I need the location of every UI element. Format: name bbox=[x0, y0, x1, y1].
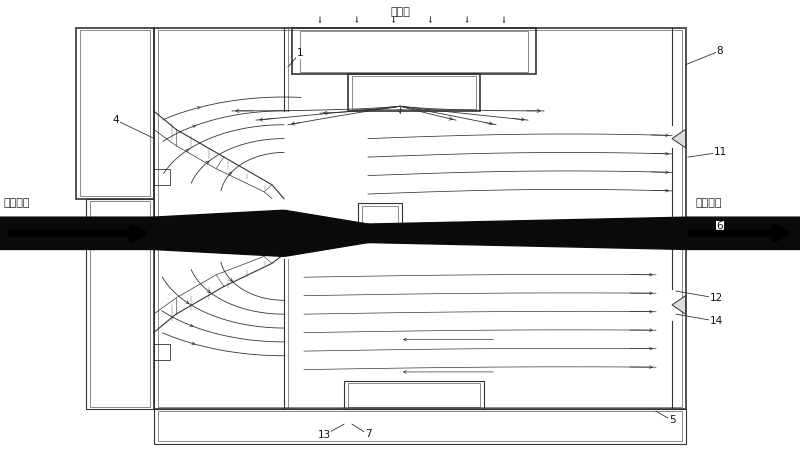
Bar bbox=[154, 169, 170, 185]
Bar bbox=[362, 206, 398, 231]
Bar bbox=[158, 30, 682, 407]
Bar bbox=[76, 28, 154, 199]
Bar bbox=[154, 344, 170, 360]
Text: 6: 6 bbox=[717, 221, 723, 231]
Bar bbox=[80, 30, 150, 196]
Bar bbox=[90, 201, 150, 407]
Text: 入风口: 入风口 bbox=[4, 224, 24, 234]
Text: 5: 5 bbox=[669, 415, 675, 426]
Bar bbox=[348, 74, 480, 111]
Text: 布料出口: 布料出口 bbox=[696, 198, 722, 208]
Text: 12: 12 bbox=[710, 293, 722, 303]
Text: 7: 7 bbox=[365, 429, 371, 439]
Text: 4: 4 bbox=[113, 115, 119, 125]
Bar bbox=[300, 31, 528, 72]
Bar bbox=[154, 409, 686, 444]
Text: 1: 1 bbox=[297, 48, 303, 58]
Bar bbox=[154, 28, 686, 409]
Bar bbox=[680, 222, 686, 226]
Bar bbox=[348, 383, 480, 407]
Bar bbox=[352, 76, 476, 109]
Polygon shape bbox=[672, 129, 686, 148]
Bar bbox=[344, 381, 484, 409]
Bar bbox=[292, 28, 536, 74]
Text: 13: 13 bbox=[318, 430, 330, 440]
Bar bbox=[158, 411, 682, 441]
Text: 11: 11 bbox=[714, 147, 726, 158]
Bar bbox=[86, 199, 154, 409]
Bar bbox=[680, 217, 686, 222]
Text: 布料入口: 布料入口 bbox=[4, 198, 30, 208]
Text: 8: 8 bbox=[717, 46, 723, 56]
Text: 入风口: 入风口 bbox=[390, 7, 410, 17]
Bar bbox=[358, 233, 402, 240]
Polygon shape bbox=[672, 296, 686, 314]
Text: 14: 14 bbox=[710, 316, 722, 326]
Bar bbox=[358, 203, 402, 233]
